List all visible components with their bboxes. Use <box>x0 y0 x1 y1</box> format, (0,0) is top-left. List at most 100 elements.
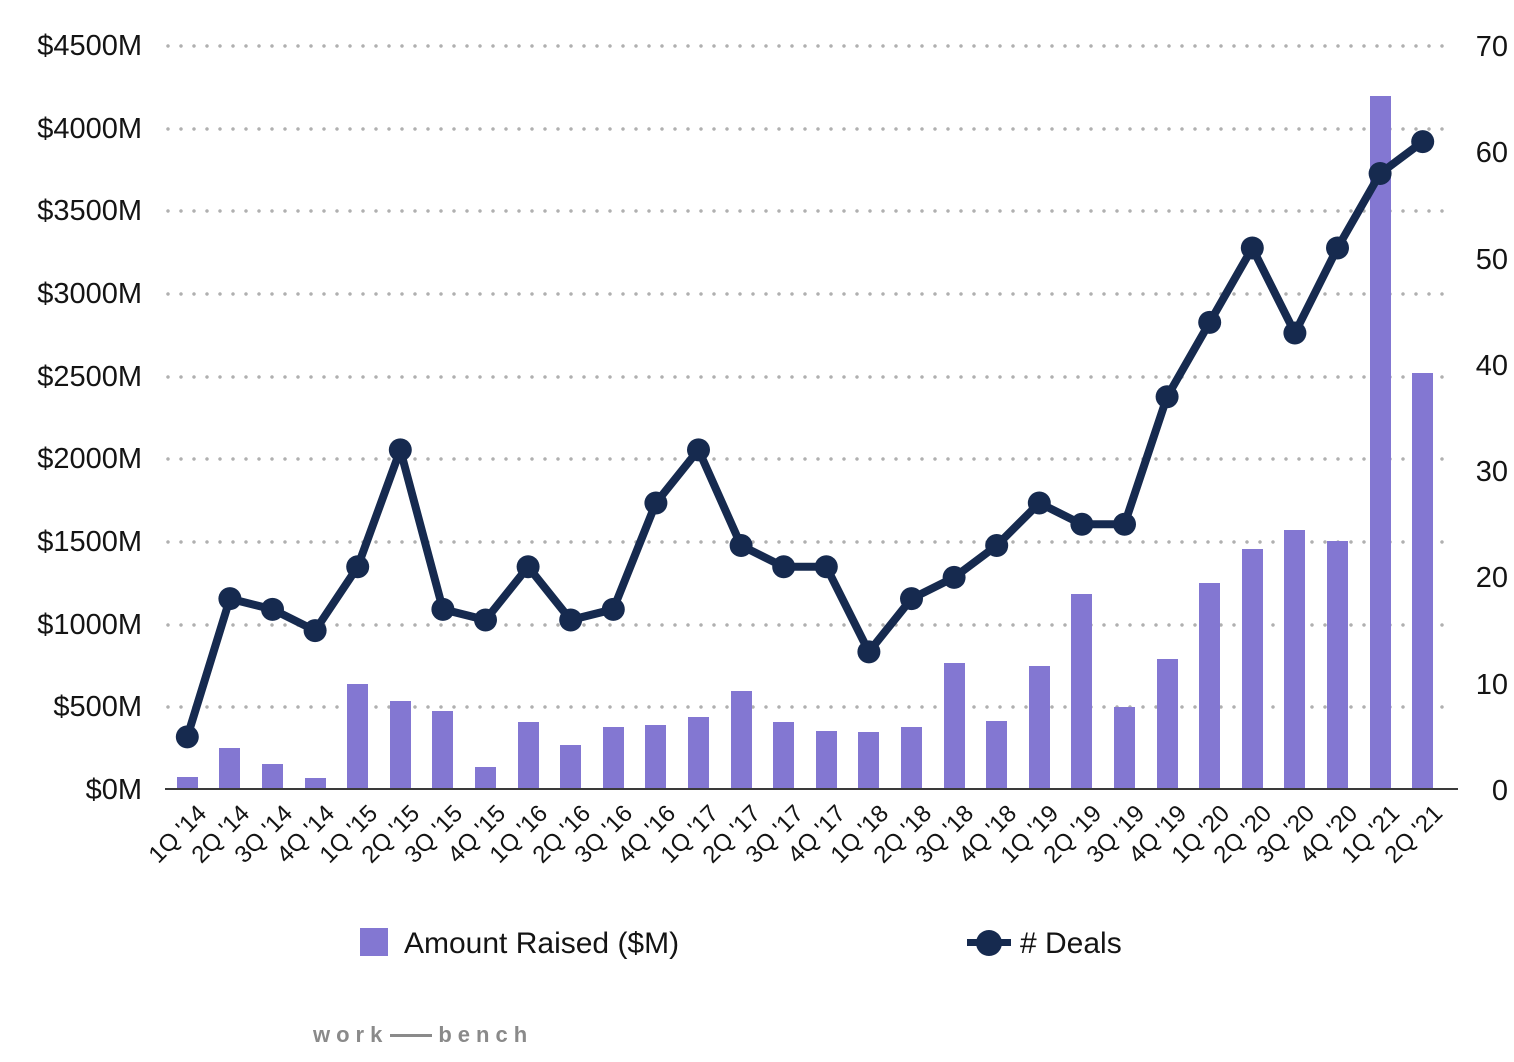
gridline <box>166 540 1444 544</box>
y-left-tick-label: $0M <box>85 774 142 806</box>
x-axis-line <box>165 788 1458 790</box>
deals-point-1Q '15 <box>346 555 370 579</box>
deals-point-2Q '14 <box>218 587 242 611</box>
deals-point-4Q '14 <box>303 619 327 643</box>
gridline <box>166 126 1444 131</box>
deals-point-2Q '15 <box>388 438 412 462</box>
legend: Amount Raised ($M) # Deals <box>0 914 1514 974</box>
logo-word-right: bench <box>438 1022 534 1047</box>
bar-1Q '16 <box>517 722 539 790</box>
deals-point-3Q '17 <box>772 555 796 579</box>
deals-point-1Q '21 <box>1368 162 1392 186</box>
y-left-tick-label: $3000M <box>37 278 142 310</box>
bar-4Q '19 <box>1156 658 1178 790</box>
gridline <box>166 44 1444 48</box>
deals-point-4Q '17 <box>814 555 838 579</box>
gridline <box>166 292 1444 296</box>
gridline <box>166 374 1444 379</box>
deals-point-4Q '16 <box>644 491 668 515</box>
deals-point-1Q '18 <box>857 640 881 664</box>
deals-point-4Q '15 <box>474 608 497 632</box>
bar-3Q '15 <box>432 710 454 790</box>
bar-1Q '17 <box>688 717 709 790</box>
bar-4Q '16 <box>645 724 667 790</box>
bar-2Q '21 <box>1412 373 1434 790</box>
y-left-tick-label: $1500M <box>37 526 142 558</box>
bar-2Q '20 <box>1241 548 1263 790</box>
gridline <box>166 457 1444 462</box>
deals-point-2Q '20 <box>1240 236 1264 260</box>
deals-line <box>183 138 1426 739</box>
y-left-tick-label: $2500M <box>37 360 142 393</box>
deals-point-4Q '20 <box>1326 236 1349 260</box>
gridline <box>166 705 1444 710</box>
bar-1Q '15 <box>347 684 369 790</box>
deals-point-3Q '15 <box>431 597 455 621</box>
bar-1Q '19 <box>1028 666 1050 790</box>
y-right-tick-label: 50 <box>1475 243 1508 276</box>
bar-4Q '15 <box>475 766 496 790</box>
legend-amount-swatch <box>360 928 388 956</box>
bar-2Q '17 <box>730 690 752 790</box>
deals-line-layer <box>175 130 1435 749</box>
y-left-tick-label: $4500M <box>37 30 142 62</box>
bar-2Q '15 <box>389 700 411 790</box>
deals-point-1Q '20 <box>1198 310 1222 334</box>
logo-word-left: work <box>313 1022 389 1047</box>
y-left-tick-label: $3500M <box>37 195 142 228</box>
bar-2Q '18 <box>901 727 922 790</box>
bar-2Q '16 <box>560 744 582 790</box>
deals-point-3Q '20 <box>1283 321 1307 345</box>
y-right-tick-label: 40 <box>1475 349 1508 382</box>
bar-3Q '19 <box>1114 706 1135 790</box>
bar-1Q '14 <box>176 776 198 790</box>
bar-1Q '20 <box>1199 583 1221 790</box>
gridline <box>166 622 1444 627</box>
deals-point-4Q '19 <box>1155 385 1179 409</box>
y-right-tick-label: 10 <box>1475 668 1508 701</box>
bar-1Q '21 <box>1369 95 1391 790</box>
legend-deals-dot-icon <box>976 930 1002 956</box>
bar-4Q '20 <box>1327 541 1348 790</box>
bar-3Q '14 <box>262 763 283 790</box>
deals-point-2Q '16 <box>559 608 583 632</box>
deals-point-1Q '14 <box>175 725 199 749</box>
bar-3Q '16 <box>602 727 624 790</box>
deals-point-3Q '19 <box>1113 512 1136 536</box>
bar-1Q '18 <box>858 732 880 790</box>
y-right-tick-label: 20 <box>1475 562 1508 595</box>
deals-point-2Q '21 <box>1411 130 1435 154</box>
plot-area <box>166 44 1444 790</box>
bar-3Q '17 <box>773 722 795 790</box>
bar-3Q '20 <box>1284 529 1306 790</box>
bar-4Q '18 <box>986 721 1008 790</box>
deals-point-1Q '16 <box>516 555 540 579</box>
gridline <box>166 209 1444 214</box>
bar-2Q '14 <box>219 747 241 790</box>
y-left-tick-label: $2000M <box>37 443 142 476</box>
y-right-tick-label: 70 <box>1475 31 1508 63</box>
bar-4Q '17 <box>815 731 837 790</box>
y-right-tick-label: 0 <box>1491 775 1508 807</box>
deals-point-3Q '14 <box>261 597 284 621</box>
y-right-tick-label: 30 <box>1475 456 1508 489</box>
deals-point-2Q '17 <box>729 534 753 558</box>
bar-4Q '14 <box>304 777 326 790</box>
y-left-tick-label: $4000M <box>37 112 142 145</box>
deals-point-1Q '17 <box>687 438 710 462</box>
deals-point-4Q '18 <box>985 534 1009 558</box>
bar-3Q '18 <box>943 662 965 790</box>
deals-point-2Q '19 <box>1070 512 1094 536</box>
legend-amount-label: Amount Raised ($M) <box>404 927 680 960</box>
y-left-tick-label: $500M <box>53 691 142 724</box>
y-left-tick-label: $1000M <box>37 608 142 641</box>
deals-point-3Q '18 <box>942 565 966 589</box>
workbench-logo: work bench <box>313 1022 533 1048</box>
deals-point-3Q '16 <box>601 597 625 621</box>
bar-2Q '19 <box>1071 594 1093 790</box>
deals-point-2Q '18 <box>900 587 923 611</box>
y-right-tick-label: 60 <box>1475 137 1508 170</box>
deals-point-1Q '19 <box>1027 491 1051 515</box>
legend-deals-label: # Deals <box>1020 927 1122 960</box>
